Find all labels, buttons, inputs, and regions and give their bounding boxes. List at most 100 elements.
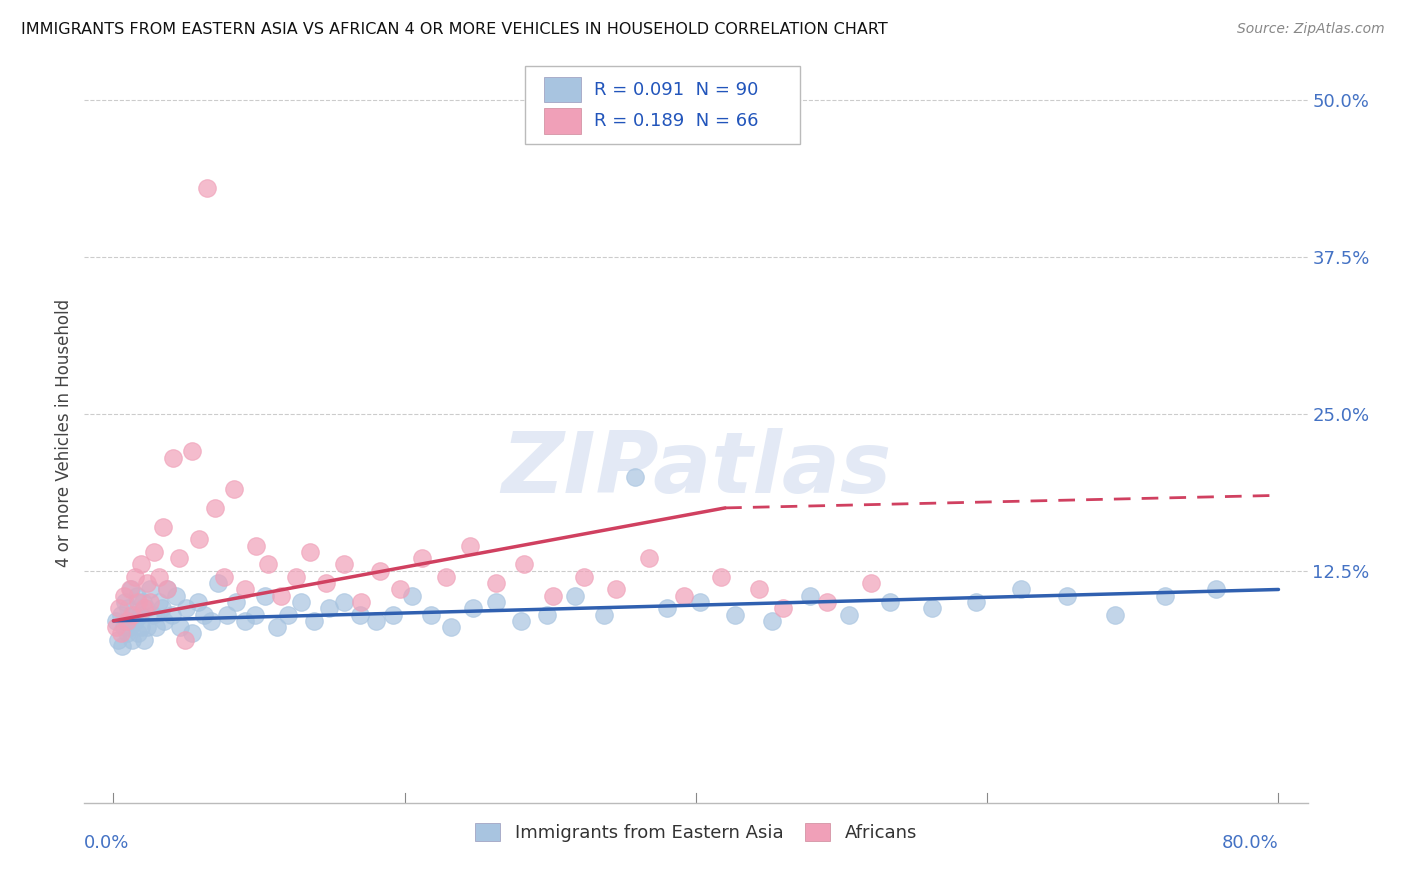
Point xyxy=(411,551,433,566)
Point xyxy=(118,582,141,597)
Point xyxy=(513,558,536,572)
Point xyxy=(748,582,770,597)
Point xyxy=(440,620,463,634)
FancyBboxPatch shape xyxy=(524,66,800,144)
Point xyxy=(799,589,821,603)
Point xyxy=(1205,582,1227,597)
Point xyxy=(564,589,586,603)
Point xyxy=(136,576,159,591)
Point xyxy=(510,614,533,628)
Point xyxy=(121,632,143,647)
Point xyxy=(132,601,155,615)
Point xyxy=(129,620,152,634)
Point xyxy=(125,589,148,603)
Text: 0.0%: 0.0% xyxy=(84,834,129,852)
Point xyxy=(233,614,256,628)
Point xyxy=(257,558,280,572)
Point xyxy=(217,607,239,622)
Point xyxy=(838,607,860,622)
Point xyxy=(111,639,134,653)
Point xyxy=(132,632,155,647)
Text: ZIPatlas: ZIPatlas xyxy=(501,428,891,511)
Point xyxy=(143,545,166,559)
Point xyxy=(181,626,204,640)
Text: R = 0.091  N = 90: R = 0.091 N = 90 xyxy=(595,81,759,99)
Point xyxy=(115,626,138,640)
Point xyxy=(485,595,508,609)
Point xyxy=(148,570,170,584)
Point xyxy=(290,595,312,609)
Point xyxy=(605,582,627,597)
Point xyxy=(724,607,747,622)
Point xyxy=(165,589,187,603)
Y-axis label: 4 or more Vehicles in Household: 4 or more Vehicles in Household xyxy=(55,299,73,566)
Point xyxy=(127,626,149,640)
Point xyxy=(167,551,190,566)
Point xyxy=(153,614,176,628)
Point xyxy=(270,589,292,603)
Text: R = 0.189  N = 66: R = 0.189 N = 66 xyxy=(595,112,759,130)
Point xyxy=(124,614,146,628)
Point xyxy=(382,607,405,622)
Point xyxy=(129,558,152,572)
Point xyxy=(879,595,901,609)
Point xyxy=(299,545,322,559)
Point xyxy=(187,595,209,609)
Point xyxy=(139,582,162,597)
Point xyxy=(122,607,145,622)
Point xyxy=(142,607,165,622)
Point xyxy=(105,620,128,634)
Point xyxy=(114,595,136,609)
Point xyxy=(124,570,146,584)
Point xyxy=(148,595,170,609)
Text: IMMIGRANTS FROM EASTERN ASIA VS AFRICAN 4 OR MORE VEHICLES IN HOUSEHOLD CORRELAT: IMMIGRANTS FROM EASTERN ASIA VS AFRICAN … xyxy=(21,22,887,37)
Point xyxy=(284,570,307,584)
Point xyxy=(225,595,247,609)
Point xyxy=(173,632,195,647)
Point xyxy=(673,589,696,603)
Point xyxy=(117,601,139,615)
Point xyxy=(332,595,354,609)
Point xyxy=(710,570,733,584)
Point xyxy=(624,469,647,483)
Point xyxy=(120,582,142,597)
Point xyxy=(243,607,266,622)
FancyBboxPatch shape xyxy=(544,78,581,103)
Point xyxy=(195,181,218,195)
Point xyxy=(349,607,371,622)
Point xyxy=(266,620,288,634)
Point xyxy=(112,589,135,603)
Point xyxy=(253,589,276,603)
Point xyxy=(332,558,354,572)
Point xyxy=(110,607,132,622)
Point xyxy=(131,595,153,609)
Point xyxy=(458,539,481,553)
Point xyxy=(401,589,423,603)
Point xyxy=(169,620,191,634)
Point xyxy=(463,601,485,615)
Text: Source: ZipAtlas.com: Source: ZipAtlas.com xyxy=(1237,22,1385,37)
Point xyxy=(761,614,783,628)
Point xyxy=(245,539,267,553)
Point xyxy=(136,620,159,634)
Point xyxy=(364,614,387,628)
Point xyxy=(1154,589,1177,603)
Point xyxy=(1010,582,1032,597)
Point xyxy=(572,570,595,584)
Point xyxy=(160,607,183,622)
Point xyxy=(108,601,131,615)
Point xyxy=(368,564,391,578)
Point xyxy=(543,589,565,603)
Point xyxy=(389,582,412,597)
Point xyxy=(212,570,235,584)
Point xyxy=(815,595,838,609)
Point xyxy=(593,607,616,622)
Legend: Immigrants from Eastern Asia, Africans: Immigrants from Eastern Asia, Africans xyxy=(468,816,924,849)
Point xyxy=(434,570,457,584)
Point xyxy=(139,595,162,609)
Point xyxy=(921,601,943,615)
Point xyxy=(152,520,174,534)
Point xyxy=(162,450,184,465)
Point xyxy=(150,601,173,615)
Point xyxy=(772,601,794,615)
